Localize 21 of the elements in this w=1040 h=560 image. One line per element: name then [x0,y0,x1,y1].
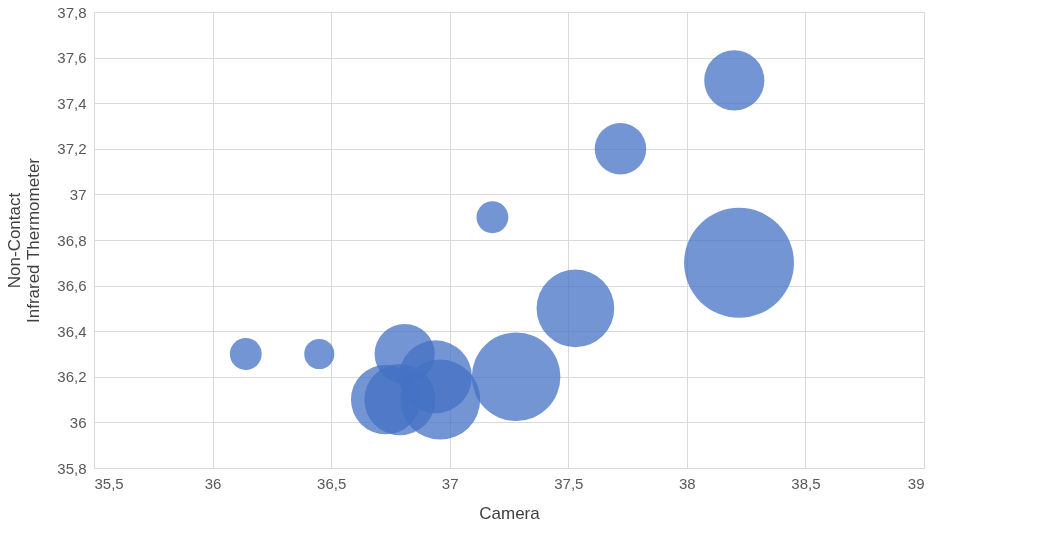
x-tick-label: 39 [907,474,925,492]
x-axis-title: Camera [479,503,541,523]
y-axis-title: Non-Contact Infrared Thermometer [5,157,44,324]
y-tick-label: 37,8 [57,3,87,21]
y-tick-label: 35,8 [57,459,87,477]
x-tick-label: 36 [204,474,222,492]
y-tick-label: 36,6 [57,277,87,295]
y-tick-label: 37,6 [57,49,87,67]
y-tick-label: 37,2 [57,140,87,158]
y-tick-label: 36,4 [57,322,87,340]
x-tick-label: 38,5 [791,474,821,492]
x-tick-label: 38 [679,474,696,492]
x-tick-label: 37,5 [554,474,584,492]
x-tick-label: 36,5 [317,474,347,492]
y-tick-label: 37 [69,185,87,203]
x-tick-label: 37 [441,474,459,492]
y-tick-label: 36,2 [57,368,87,386]
x-tick-label: 35,5 [94,474,124,492]
y-tick-label: 36,8 [57,231,87,249]
y-tick-label: 36 [69,413,87,431]
y-tick-label: 37,4 [57,94,87,112]
